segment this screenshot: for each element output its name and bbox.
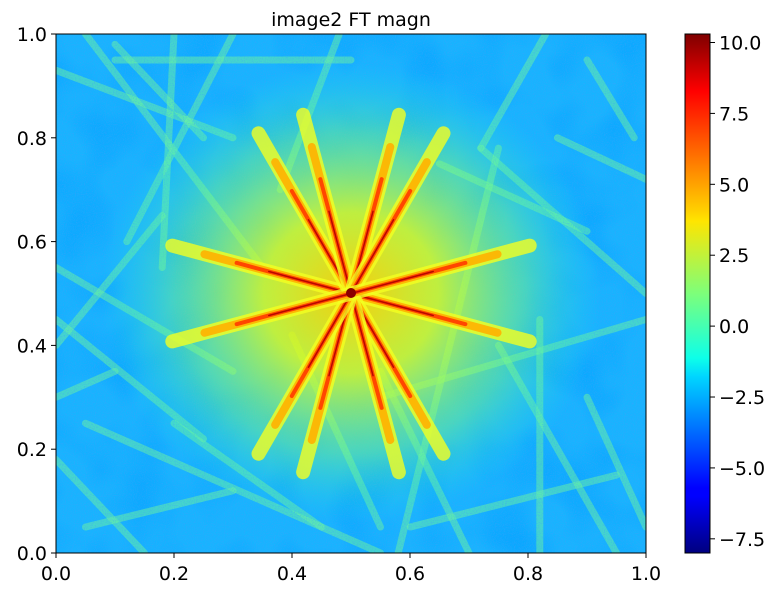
y-tick-label: 0.2 — [17, 439, 47, 461]
colorbar-tick-label: −2.5 — [719, 387, 765, 409]
colorbar: −7.5 −5.0 −2.5 0.0 2.5 5.0 7.5 10.0 — [684, 33, 765, 554]
y-tick-label: 0.0 — [17, 543, 47, 565]
x-tick-label: 0.8 — [513, 563, 543, 585]
y-tick-label: 0.6 — [17, 232, 47, 254]
x-axis: 0.0 0.2 0.4 0.6 0.8 1.0 — [41, 553, 661, 585]
colorbar-ticks: −7.5 −5.0 −2.5 0.0 2.5 5.0 7.5 10.0 — [710, 33, 765, 551]
y-tick-label: 0.4 — [17, 335, 47, 357]
colorbar-tick-label: 10.0 — [719, 33, 761, 55]
colorbar-gradient — [685, 34, 710, 553]
plot-frame — [55, 33, 647, 554]
heatmap-image — [56, 34, 646, 553]
colorbar-tick-label: −5.0 — [719, 458, 765, 480]
x-tick-label: 0.0 — [41, 563, 71, 585]
heatmap-peak — [346, 288, 356, 298]
colorbar-tick-label: −7.5 — [719, 529, 765, 551]
colorbar-tick-label: 7.5 — [719, 103, 749, 125]
y-tick-label: 1.0 — [17, 24, 47, 46]
x-tick-label: 1.0 — [631, 563, 661, 585]
chart-title: image2 FT magn — [271, 9, 431, 31]
colorbar-tick-label: 2.5 — [719, 245, 749, 267]
colorbar-frame — [684, 33, 711, 554]
x-tick-label: 0.2 — [159, 563, 189, 585]
x-tick-label: 0.6 — [395, 563, 425, 585]
y-tick-label: 0.8 — [17, 128, 47, 150]
y-axis: 0.0 0.2 0.4 0.6 0.8 1.0 — [17, 24, 56, 565]
colorbar-tick-label: 0.0 — [719, 316, 749, 338]
colorbar-tick-label: 5.0 — [719, 174, 749, 196]
x-tick-label: 0.4 — [277, 563, 307, 585]
